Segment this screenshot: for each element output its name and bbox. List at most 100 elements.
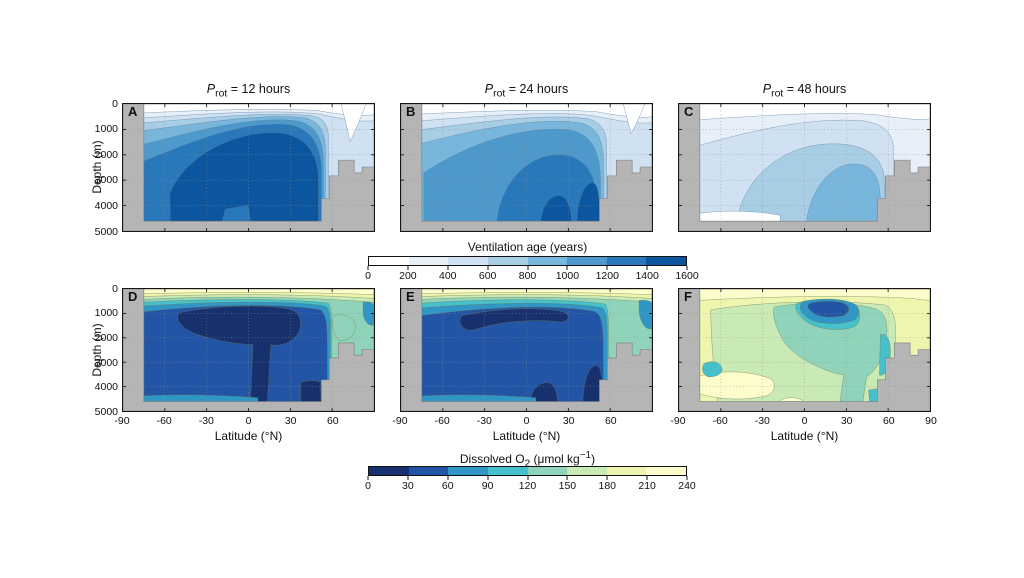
colorbar-tick: 240 — [678, 480, 696, 492]
y-tick: 2000 — [94, 149, 118, 161]
x-tick: 30 — [562, 415, 575, 427]
tick-mark — [407, 476, 409, 480]
tick-mark — [646, 476, 648, 480]
y-tick: 2000 — [94, 332, 118, 344]
x-tick: -60 — [434, 415, 450, 427]
colorbar-tick: 120 — [518, 480, 537, 492]
axis-ticks — [679, 104, 930, 231]
gridlines — [123, 104, 374, 231]
x-axis-label-F: Latitude (°N) — [770, 429, 839, 443]
contour-plot-ventilation-48h — [679, 104, 930, 231]
label-text: Dissolved O — [459, 452, 525, 466]
contour-core — [169, 132, 319, 231]
x-tick: 90 — [925, 415, 937, 427]
tick-mark — [646, 266, 648, 270]
x-axis-label-E: Latitude (°N) — [492, 429, 561, 443]
young-water-wedge — [622, 104, 646, 135]
panel-letter: D — [128, 289, 138, 304]
tick-mark — [447, 476, 449, 480]
contour-plot-oxygen-12h — [123, 289, 374, 411]
colorbar-o2 — [368, 466, 687, 476]
colorbar-tick: 30 — [402, 480, 414, 492]
contour-pocket — [362, 301, 374, 326]
colorbar-tick: 400 — [438, 270, 457, 282]
colorbar-tick: 150 — [558, 480, 577, 492]
tick-mark — [447, 266, 449, 270]
tick-mark — [487, 266, 489, 270]
gridlines — [401, 289, 652, 411]
contour-core — [177, 305, 301, 411]
colorbar-segment — [567, 257, 607, 265]
title-text: = 24 hours — [505, 82, 569, 96]
x-tick: 30 — [284, 415, 297, 427]
x-tick: -90 — [670, 415, 686, 427]
contour-plot-oxygen-24h — [401, 289, 652, 411]
tick-mark — [527, 476, 528, 480]
colorbar-tick: 200 — [399, 270, 417, 282]
contour-patch — [332, 314, 356, 341]
contour-pocket — [702, 361, 723, 378]
y-tick: 4000 — [94, 381, 118, 393]
contour-strip — [421, 394, 537, 402]
colorbar-segment — [487, 257, 528, 265]
tick-mark — [686, 266, 688, 270]
y-tick: 1000 — [94, 123, 118, 135]
contour-core — [807, 300, 850, 318]
x-tick: -90 — [114, 415, 130, 427]
x-tick: -30 — [754, 415, 770, 427]
axis-ticks — [401, 104, 652, 231]
land-mask — [401, 104, 652, 231]
colorbar-tick: 800 — [518, 270, 537, 282]
land-mask — [679, 104, 930, 231]
y-tick: 1000 — [94, 307, 118, 319]
colorbar-age — [368, 256, 687, 266]
x-tick: -30 — [476, 415, 492, 427]
label-text: (μmol kg — [530, 452, 580, 466]
tick-mark — [407, 266, 409, 270]
colorbar-segment — [487, 467, 528, 475]
y-tick: 5000 — [94, 226, 118, 238]
young-water-wedge — [341, 104, 367, 143]
colorbar-tick: 0 — [365, 480, 371, 492]
colorbar-age-ticklabels: 0 200 400 600 800 1000 1200 1400 1600 — [365, 270, 699, 283]
x-tick: 60 — [604, 415, 617, 427]
gridlines — [401, 104, 652, 231]
axis-ticks — [679, 289, 930, 411]
x-tick: 30 — [840, 415, 853, 427]
x-axis-label-D: Latitude (°N) — [214, 429, 283, 443]
colorbar-o2-label: Dissolved O2 (μmol kg−1) — [368, 450, 687, 469]
tick-mark — [367, 476, 369, 480]
panel-D: D — [122, 288, 375, 412]
tick-mark — [606, 476, 608, 480]
colorbar-tick: 1000 — [555, 270, 580, 282]
x-tick: -60 — [156, 415, 172, 427]
panel-E: E — [400, 288, 653, 412]
contour-pocket — [638, 299, 652, 330]
colorbar-segment — [606, 257, 647, 265]
tick-mark — [686, 476, 688, 480]
y-tick: 4000 — [94, 200, 118, 212]
colorbar-segment — [408, 467, 449, 475]
tick-mark — [606, 266, 608, 270]
panel-title-24h: Prot = 24 hours — [400, 82, 653, 100]
label-subscript: 2 — [524, 458, 531, 470]
y-tick: 3000 — [94, 174, 118, 186]
colorbar-segment — [646, 257, 686, 265]
colorbar-o2-tickmarks — [367, 476, 688, 480]
panel-C: C — [678, 103, 931, 232]
colorbar-tick: 180 — [598, 480, 617, 492]
y-tick: 0 — [112, 98, 118, 110]
panel-F: F — [678, 288, 931, 412]
colorbar-segment — [369, 257, 409, 265]
colorbar-segment — [448, 257, 488, 265]
colorbar-segment — [448, 467, 488, 475]
contour-plot-oxygen-48h — [679, 289, 930, 411]
panel-letter: C — [684, 104, 694, 119]
x-tick: -60 — [712, 415, 728, 427]
tick-mark — [527, 266, 528, 270]
contour-channel — [699, 210, 781, 222]
land-mask — [401, 289, 652, 411]
panel-letter: E — [406, 289, 415, 304]
panel-letter: F — [684, 289, 692, 304]
